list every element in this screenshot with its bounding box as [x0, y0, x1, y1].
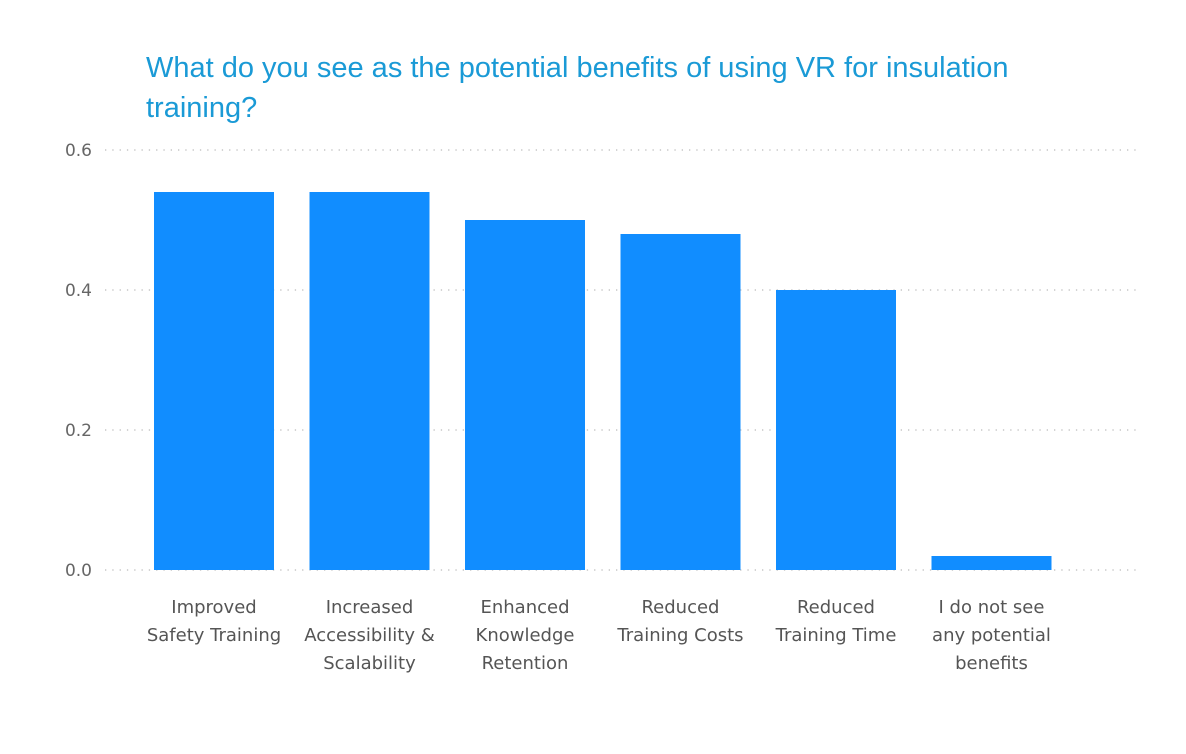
bar [776, 290, 896, 570]
x-tick-label: Knowledge [476, 625, 575, 646]
x-tick-label: Scalability [323, 653, 416, 674]
bar [154, 192, 274, 570]
y-tick-label: 0.0 [65, 561, 92, 581]
x-tick-label: Training Costs [616, 625, 743, 646]
x-tick-label: any potential [932, 625, 1051, 646]
y-tick-label: 0.2 [65, 421, 92, 441]
x-tick-label: Reduced [797, 597, 875, 618]
y-tick-label: 0.4 [65, 281, 92, 301]
x-tick-label: Improved [171, 597, 256, 618]
bar [620, 234, 741, 570]
x-tick-label: Accessibility & [304, 625, 435, 646]
x-tick-label: Training Time [775, 625, 897, 646]
chart-title: What do you see as the potential benefit… [146, 52, 1009, 124]
bar [931, 556, 1052, 570]
x-tick-label: Retention [482, 653, 569, 674]
x-tick-label: Safety Training [147, 625, 281, 646]
x-tick-label: I do not see [939, 597, 1045, 618]
bar [309, 192, 430, 570]
bar [465, 220, 585, 570]
x-tick-label: Increased [326, 597, 414, 618]
x-tick-label: Enhanced [480, 597, 569, 618]
x-tick-label: benefits [955, 653, 1028, 674]
x-tick-label: Reduced [641, 597, 719, 618]
y-tick-label: 0.6 [65, 141, 92, 161]
